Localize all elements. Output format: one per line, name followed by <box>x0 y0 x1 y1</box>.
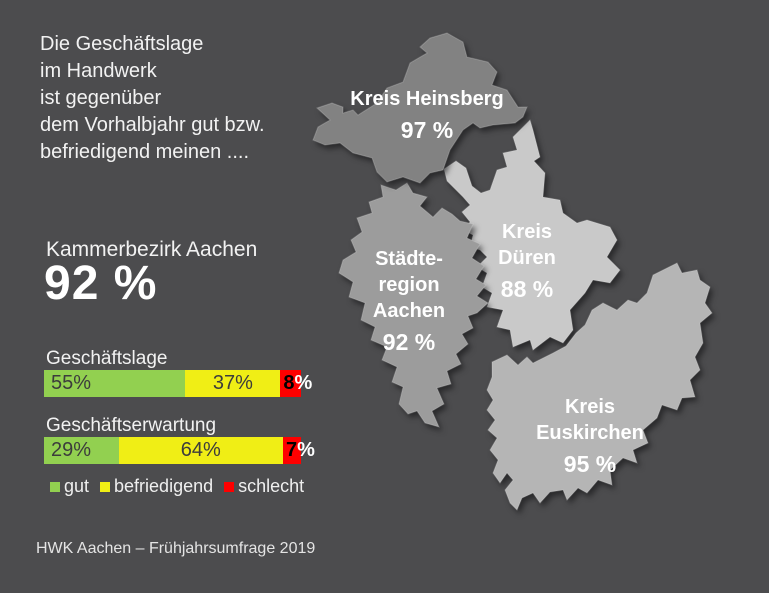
region-value: 95 % <box>563 451 617 477</box>
region-name: region <box>378 274 440 296</box>
bar-segment-label: 7% <box>285 439 315 461</box>
legend: gut befriedigend schlecht <box>50 476 315 497</box>
legend-swatch-gut <box>50 481 60 492</box>
chart-title-geschaeftslage: Geschäftslage <box>46 348 168 369</box>
bar-segment-gut: 55% <box>44 370 186 397</box>
region-label-kreis-dueren: Kreis Düren 88 % <box>452 219 602 303</box>
chart-title-geschaeftserwartung: Geschäftserwartung <box>46 415 217 436</box>
bar-segment-gut: 29% <box>44 437 119 464</box>
summary-label: Kammerbezirk Aachen <box>46 238 258 261</box>
legend-item-befriedigend: befriedigend <box>100 476 213 497</box>
bar-segment-schlecht: 7% <box>282 437 315 464</box>
intro-line: im Handwerk <box>40 60 157 82</box>
legend-label-schlecht: schlecht <box>238 476 305 496</box>
intro-text: Die Geschäftslage im Handwerk ist gegenü… <box>40 31 265 166</box>
region-name: Euskirchen <box>536 422 644 444</box>
region-name: Kreis <box>564 396 616 418</box>
region-name: Städte- <box>375 248 443 270</box>
intro-line: dem Vorhalbjahr gut bzw. <box>40 114 265 136</box>
intro-line: ist gegenüber <box>40 87 162 109</box>
intro-line: befriedigend meinen .... <box>40 141 250 163</box>
region-label-kreis-euskirchen: Kreis Euskirchen 95 % <box>490 394 690 478</box>
legend-label-gut: gut <box>64 476 90 496</box>
intro-line: Die Geschäftslage <box>40 33 204 55</box>
legend-label-befriedigend: befriedigend <box>114 476 214 496</box>
region-name: Aachen <box>372 300 446 322</box>
region-label-kreis-heinsberg: Kreis Heinsberg 97 % <box>327 86 527 144</box>
legend-swatch-befriedigend <box>100 481 111 492</box>
bar-geschaeftslage: 55% 37% 8% <box>44 370 312 397</box>
region-value: 97 % <box>400 117 454 143</box>
bar-segment-label: 29% <box>51 439 92 461</box>
region-name: Kreis Heinsberg <box>350 88 504 110</box>
bar-segment-label: 64% <box>180 439 221 461</box>
bar-segment-schlecht: 8% <box>280 370 312 397</box>
bar-geschaeftserwartung: 29% 64% 7% <box>44 437 315 464</box>
region-label-staedteregion-aachen: Städte- region Aachen 92 % <box>334 246 484 356</box>
footer-text: HWK Aachen – Frühjahrsumfrage 2019 <box>36 540 316 557</box>
legend-item-gut: gut <box>50 476 89 497</box>
region-name: Kreis <box>501 221 553 243</box>
region-value: 92 % <box>382 329 436 355</box>
bar-segment-label: 55% <box>51 372 92 394</box>
bar-segment-befriedigend: 37% <box>185 370 281 397</box>
bar-segment-label: 37% <box>212 372 253 394</box>
region-name: Düren <box>498 247 556 269</box>
legend-swatch-schlecht <box>224 481 235 492</box>
summary-value: 92 % <box>44 257 158 310</box>
legend-item-schlecht: schlecht <box>224 476 304 497</box>
region-value: 88 % <box>500 276 554 302</box>
bar-segment-label: 8% <box>283 372 313 394</box>
bar-segment-befriedigend: 64% <box>118 437 283 464</box>
